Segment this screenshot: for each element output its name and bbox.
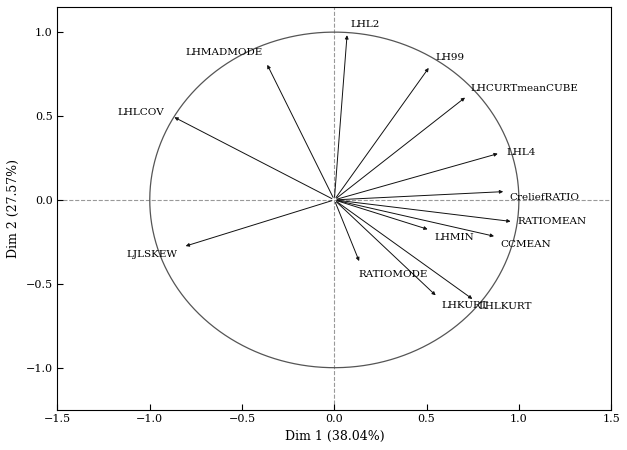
- Text: LHLKURT: LHLKURT: [478, 302, 532, 311]
- Text: LHCURTmeanCUBE: LHCURTmeanCUBE: [471, 84, 579, 93]
- Text: LHLCOV: LHLCOV: [118, 108, 164, 117]
- X-axis label: Dim 1 (38.04%): Dim 1 (38.04%): [285, 430, 384, 443]
- Text: CCMEAN: CCMEAN: [500, 240, 551, 249]
- Text: LJLSKEW: LJLSKEW: [127, 250, 177, 259]
- Text: LH99: LH99: [436, 53, 465, 62]
- Text: LHL2: LHL2: [351, 20, 381, 29]
- Y-axis label: Dim 2 (27.57%): Dim 2 (27.57%): [7, 159, 20, 258]
- Text: CreliefRATIO: CreliefRATIO: [510, 193, 580, 202]
- Text: LHKURT: LHKURT: [441, 301, 488, 310]
- Text: RATIOMODE: RATIOMODE: [358, 270, 428, 279]
- Text: LHMADMODE: LHMADMODE: [185, 48, 262, 57]
- Text: LHL4: LHL4: [506, 148, 535, 157]
- Text: RATIOMEAN: RATIOMEAN: [517, 217, 586, 226]
- Text: LHMIN: LHMIN: [434, 234, 474, 243]
